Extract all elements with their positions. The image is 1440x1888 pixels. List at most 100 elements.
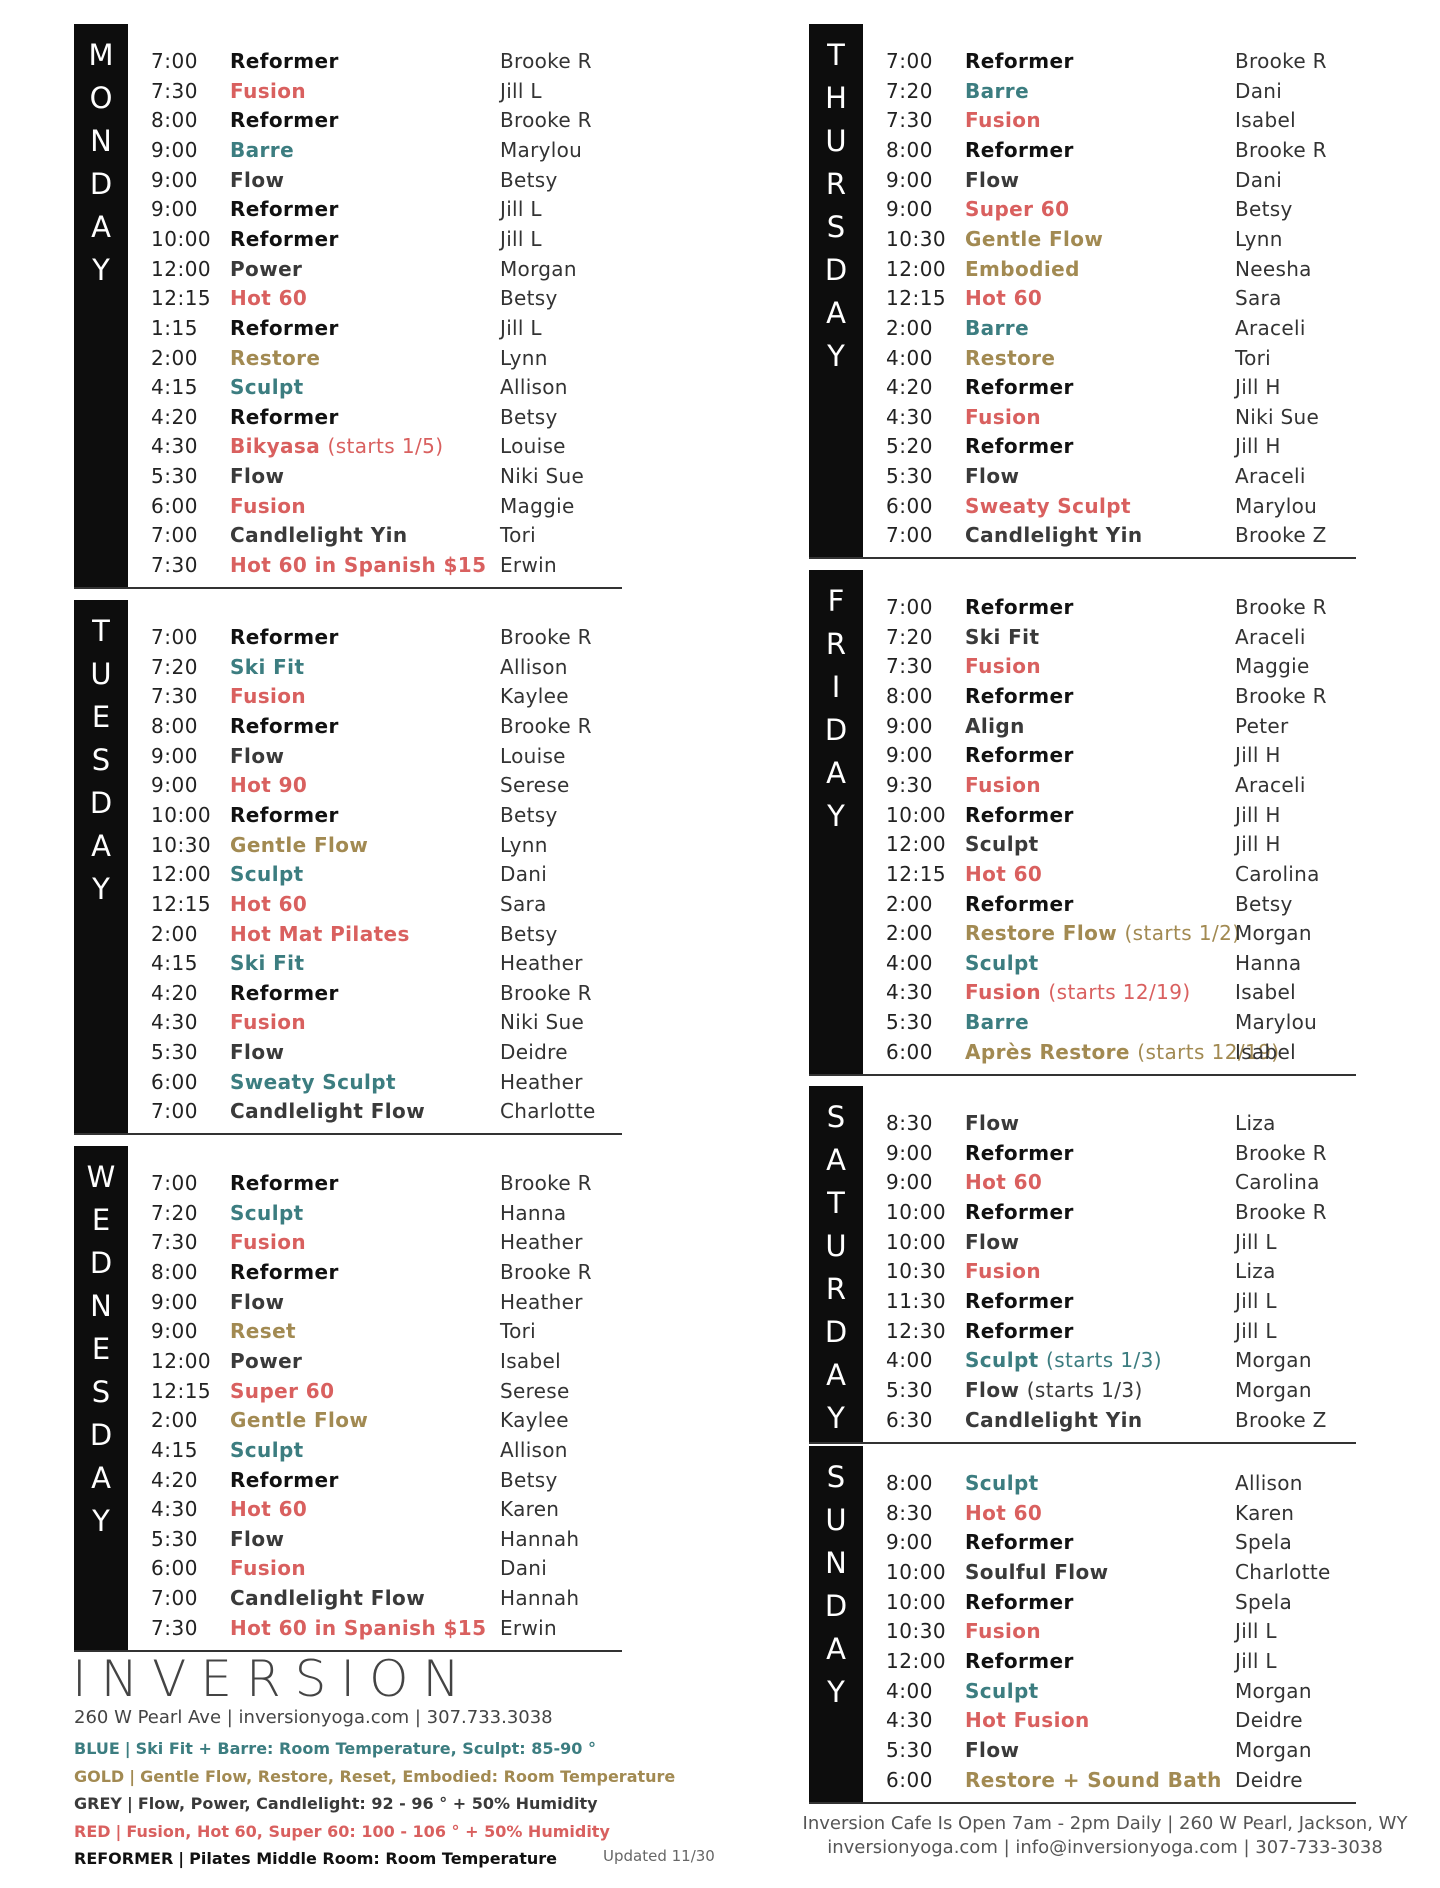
instructor: Liza <box>1235 1111 1276 1135</box>
instructor: Brooke R <box>1235 49 1327 73</box>
class-time: 10:00 <box>886 1559 947 1584</box>
instructor: Morgan <box>1235 1678 1312 1703</box>
class-time: 9:00 <box>151 197 198 222</box>
class-time: 7:00 <box>151 49 198 73</box>
class-time: 12:15 <box>151 891 212 916</box>
class-name: Restore + Sound Bath <box>965 1768 1222 1792</box>
class-title: Sweaty Sculpt <box>230 1069 396 1094</box>
class-time: 6:30 <box>886 1407 933 1432</box>
class-name: Ski Fit <box>230 655 304 679</box>
class-time: 6:00 <box>151 493 198 518</box>
instructor: Carolina <box>1235 861 1320 886</box>
class-name: Reformer <box>965 434 1074 458</box>
class-title: Reformer <box>965 1318 1074 1343</box>
class-title: Fusion <box>965 654 1042 679</box>
class-title: Reformer <box>965 802 1074 827</box>
class-time: 12:00 <box>886 832 947 857</box>
class-time: 10:00 <box>886 1589 947 1614</box>
class-note: (starts 1/3) <box>1046 1348 1162 1373</box>
class-name: Hot 60 in Spanish $15 <box>230 553 486 577</box>
contact: inversionyoga.com | info@inversionyoga.c… <box>827 1837 1383 1858</box>
instructor: Araceli <box>1235 464 1306 489</box>
day-bar: MONDAY <box>74 24 128 588</box>
day-bar: SATURDAY <box>809 1086 863 1444</box>
class-name: Reformer <box>965 49 1074 73</box>
instructor: Deidre <box>1235 1708 1303 1733</box>
class-title: Reformer <box>965 743 1074 768</box>
class-time: 9:00 <box>151 167 198 192</box>
instructor: Heather <box>500 951 583 976</box>
day-name: SUNDAY <box>819 1460 853 1718</box>
legend-label: BLUE <box>74 1739 120 1758</box>
legend-label: RED <box>74 1821 111 1841</box>
class-name: Reformer <box>230 1468 339 1492</box>
class-time: 4:30 <box>151 1497 198 1522</box>
class-time: 5:30 <box>886 1737 933 1762</box>
class-title: Reformer <box>230 1467 339 1492</box>
legend-label: GREY <box>74 1794 122 1813</box>
class-name: Soulful Flow <box>965 1560 1109 1584</box>
class-name: Reformer <box>230 1260 339 1284</box>
instructor: Betsy <box>500 921 558 946</box>
instructor: Heather <box>500 1069 583 1094</box>
class-title: Fusion <box>230 493 307 518</box>
class-time: 10:00 <box>886 1229 947 1254</box>
class-title: Reformer <box>230 49 339 73</box>
class-time: 10:00 <box>151 226 212 251</box>
instructor: Lynn <box>500 832 548 857</box>
cafe-hours: Inversion Cafe Is Open 7am - 2pm Daily |… <box>802 1813 1408 1834</box>
class-time: 12:15 <box>151 286 212 311</box>
class-name: Fusion <box>230 1230 306 1254</box>
instructor: Niki Sue <box>500 464 585 489</box>
class-title: Reformer <box>230 1259 339 1284</box>
class-name: Flow <box>230 744 284 768</box>
class-time: 7:30 <box>886 654 933 679</box>
class-title: Sculpt <box>230 862 304 887</box>
instructor: Brooke R <box>500 1259 592 1284</box>
class-title: Reformer <box>230 625 339 649</box>
class-title: Restore Flow <box>965 921 1118 946</box>
class-title: Fusion <box>230 1230 307 1255</box>
instructor: Hannah <box>500 1526 580 1551</box>
instructor: Jill L <box>1235 1648 1277 1673</box>
class-time: 4:30 <box>886 404 933 429</box>
class-title: Ski Fit <box>230 654 305 679</box>
instructor: Isabel <box>1235 980 1296 1005</box>
class-name: Reformer <box>965 743 1074 767</box>
class-name: Reformer <box>965 1649 1074 1673</box>
class-title: Candlelight Yin <box>965 1407 1143 1432</box>
class-title: Barre <box>965 315 1030 340</box>
class-title: Flow <box>230 167 285 192</box>
instructor: Isabel <box>1235 1039 1296 1064</box>
class-time: 7:00 <box>886 49 933 73</box>
class-name: Fusion <box>230 1010 306 1034</box>
day-bar: FRIDAY <box>809 570 863 1074</box>
class-title: Candlelight Flow <box>230 1099 426 1124</box>
class-time: 4:15 <box>151 375 198 400</box>
class-title: Reformer <box>965 1140 1074 1165</box>
legend-sep: | <box>124 1739 131 1758</box>
class-time: 4:15 <box>151 1437 198 1462</box>
instructor: Hanna <box>500 1200 567 1225</box>
class-title: Flow <box>230 1040 285 1065</box>
class-name: Flow <box>965 1230 1019 1254</box>
class-title: Reformer <box>230 197 339 222</box>
class-name: Flow (starts 1/3) <box>965 1378 1143 1402</box>
class-title: Fusion <box>965 108 1042 133</box>
instructor: Tori <box>500 1319 537 1344</box>
instructor: Morgan <box>1235 921 1312 946</box>
class-time: 8:30 <box>886 1111 933 1135</box>
class-time: 8:00 <box>151 713 198 738</box>
instructor: Allison <box>500 654 568 679</box>
class-title: Sculpt <box>230 1437 304 1462</box>
class-time: 9:00 <box>151 137 198 162</box>
class-time: 10:00 <box>886 1199 947 1224</box>
class-time: 8:00 <box>886 1471 933 1495</box>
class-name: Fusion <box>965 773 1041 797</box>
class-time: 12:30 <box>886 1318 947 1343</box>
class-name: Flow <box>965 464 1019 488</box>
day-name: MONDAY <box>84 38 118 296</box>
instructor: Dani <box>500 1556 548 1581</box>
class-title: Gentle Flow <box>230 1408 369 1433</box>
